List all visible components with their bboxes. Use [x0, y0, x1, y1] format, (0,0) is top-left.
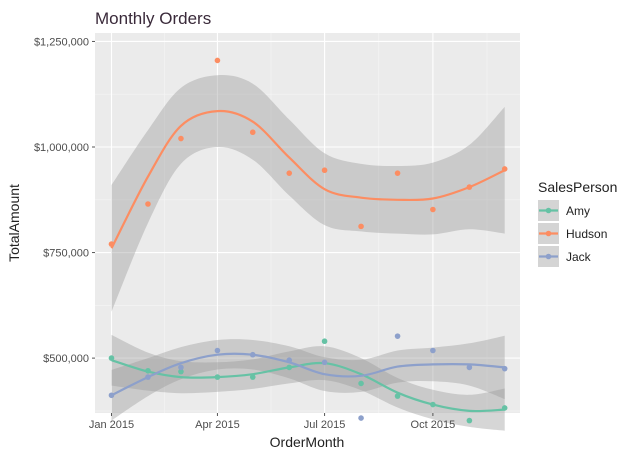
x-axis-label: OrderMonth: [270, 434, 345, 450]
legend-key-point-jack: [545, 253, 552, 260]
data-point-hudson: [358, 223, 364, 230]
data-point-jack: [108, 392, 115, 399]
y-axis-label: TotalAmount: [6, 184, 22, 262]
legend-key-point-amy: [545, 207, 552, 214]
smooth-line-jack: [111, 352, 505, 397]
data-point-hudson: [321, 167, 328, 174]
data-point-amy: [178, 368, 184, 375]
data-point-hudson: [286, 170, 293, 176]
data-point-amy: [214, 374, 221, 380]
plot-panel: [95, 33, 520, 413]
confidence-band-jack: [111, 335, 505, 421]
x-tick-label: Oct 2015: [411, 419, 456, 431]
data-point-amy: [358, 380, 364, 387]
data-point-amy: [145, 367, 151, 374]
data-point-amy: [108, 355, 115, 361]
data-point-jack: [145, 374, 151, 380]
data-point-amy: [321, 338, 328, 345]
data-point-hudson: [466, 184, 473, 190]
data-point-jack: [501, 365, 508, 372]
y-tick-label: $500,000: [43, 353, 89, 365]
data-point-jack: [178, 364, 184, 371]
data-point-amy: [249, 374, 256, 380]
data-point-amy: [430, 401, 436, 408]
legend-label-hudson: Hudson: [566, 227, 607, 241]
data-point-hudson: [394, 170, 401, 176]
y-tick-label: $1,250,000: [34, 36, 89, 48]
legend: SalesPerson Amy Hudson Jack: [538, 179, 617, 267]
data-point-amy: [286, 364, 293, 371]
data-point-hudson: [214, 57, 221, 64]
legend-title: SalesPerson: [538, 179, 617, 195]
smooth-line-hudson: [110, 109, 506, 249]
confidence-band-amy: [111, 334, 505, 431]
data-point-jack: [321, 359, 328, 366]
legend-label-amy: Amy: [566, 204, 590, 218]
y-tick-label: $750,000: [43, 248, 89, 260]
y-tick-label: $1,000,000: [34, 142, 89, 154]
data-point-hudson: [249, 129, 256, 136]
x-tick-label: Apr 2015: [195, 419, 240, 431]
data-point-amy: [466, 417, 473, 424]
data-point-jack: [286, 357, 293, 364]
x-tick-label: Jan 2015: [89, 419, 134, 431]
data-point-hudson: [501, 166, 508, 172]
data-point-jack: [430, 347, 436, 354]
data-point-hudson: [178, 135, 184, 142]
legend-label-jack: Jack: [566, 250, 592, 264]
data-point-amy: [394, 393, 401, 399]
confidence-band-hudson: [111, 75, 505, 312]
data-point-jack: [249, 351, 256, 358]
data-point-jack: [394, 333, 401, 339]
legend-key-point-hudson: [545, 230, 552, 237]
data-point-jack: [466, 364, 473, 371]
chart-title: Monthly Orders: [95, 9, 211, 28]
data-point-jack: [214, 347, 221, 354]
data-point-hudson: [145, 201, 151, 207]
data-point-hudson: [108, 241, 115, 247]
data-point-hudson: [430, 206, 436, 213]
data-point-amy: [501, 405, 508, 411]
x-tick-label: Jul 2015: [304, 419, 346, 431]
smooth-line-amy: [111, 359, 505, 413]
data-point-jack: [358, 415, 364, 421]
